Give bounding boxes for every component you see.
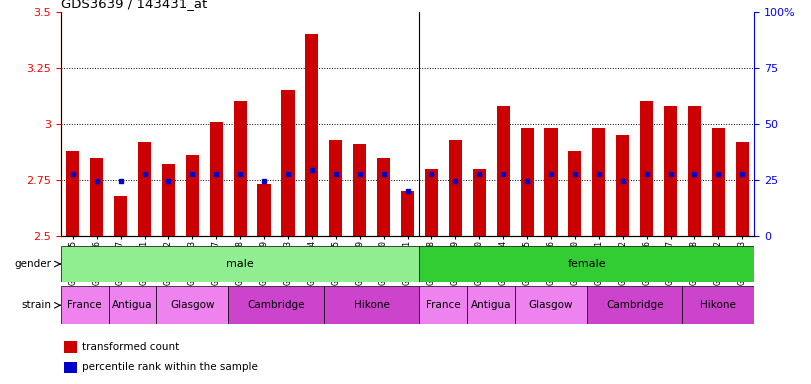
Text: gender: gender bbox=[15, 259, 51, 269]
Bar bbox=[210, 122, 223, 236]
Text: Glasgow: Glasgow bbox=[529, 300, 573, 310]
Bar bbox=[467, 286, 515, 324]
Bar bbox=[281, 90, 294, 236]
Bar bbox=[616, 135, 629, 236]
Text: Glasgow: Glasgow bbox=[170, 300, 215, 310]
Text: Antigua: Antigua bbox=[112, 300, 152, 310]
Text: France: France bbox=[67, 300, 102, 310]
Bar bbox=[61, 286, 109, 324]
Bar bbox=[712, 128, 725, 236]
Text: percentile rank within the sample: percentile rank within the sample bbox=[82, 362, 258, 372]
Text: France: France bbox=[426, 300, 461, 310]
Bar bbox=[448, 139, 462, 236]
Text: Antigua: Antigua bbox=[471, 300, 512, 310]
Text: Hikone: Hikone bbox=[354, 300, 389, 310]
Bar bbox=[90, 157, 103, 236]
Bar bbox=[664, 106, 677, 236]
Bar bbox=[425, 169, 438, 236]
Bar bbox=[515, 286, 587, 324]
Bar bbox=[157, 286, 228, 324]
Text: female: female bbox=[568, 259, 606, 269]
Bar bbox=[257, 184, 271, 236]
Bar bbox=[324, 286, 419, 324]
Bar bbox=[401, 191, 414, 236]
Bar bbox=[228, 286, 324, 324]
Text: Cambridge: Cambridge bbox=[247, 300, 305, 310]
Bar bbox=[186, 155, 199, 236]
Bar bbox=[329, 139, 342, 236]
Bar bbox=[569, 151, 581, 236]
Bar bbox=[61, 246, 419, 282]
Bar bbox=[419, 246, 754, 282]
Bar bbox=[305, 34, 319, 236]
Bar bbox=[419, 286, 467, 324]
Text: Hikone: Hikone bbox=[701, 300, 736, 310]
Bar bbox=[109, 286, 157, 324]
Bar bbox=[640, 101, 653, 236]
Text: GDS3639 / 143431_at: GDS3639 / 143431_at bbox=[61, 0, 207, 10]
Bar bbox=[544, 128, 558, 236]
Bar bbox=[67, 151, 79, 236]
Text: Cambridge: Cambridge bbox=[606, 300, 663, 310]
Text: male: male bbox=[226, 259, 254, 269]
Bar bbox=[64, 341, 77, 353]
Bar bbox=[683, 286, 754, 324]
Bar bbox=[162, 164, 175, 236]
Bar bbox=[64, 362, 77, 373]
Bar bbox=[138, 142, 151, 236]
Bar bbox=[736, 142, 749, 236]
Bar bbox=[587, 286, 683, 324]
Bar bbox=[688, 106, 701, 236]
Bar bbox=[353, 144, 367, 236]
Text: transformed count: transformed count bbox=[82, 342, 179, 352]
Bar bbox=[521, 128, 534, 236]
Bar bbox=[114, 196, 127, 236]
Bar bbox=[592, 128, 605, 236]
Bar bbox=[473, 169, 486, 236]
Text: strain: strain bbox=[21, 300, 51, 310]
Bar bbox=[496, 106, 510, 236]
Bar bbox=[234, 101, 247, 236]
Bar bbox=[377, 157, 390, 236]
